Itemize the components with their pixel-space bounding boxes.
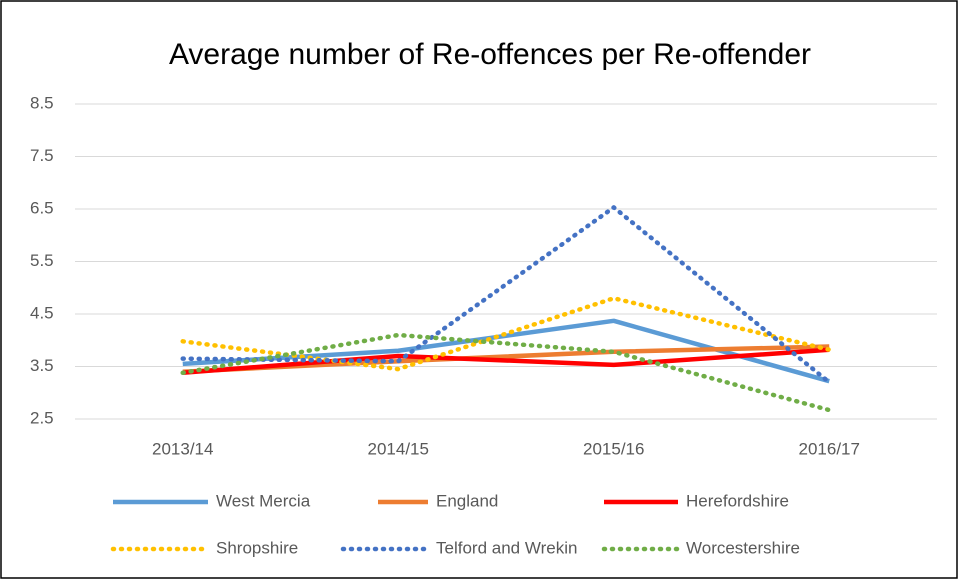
y-tick-label: 4.5: [30, 303, 54, 322]
legend-label: Shropshire: [216, 538, 298, 557]
x-tick-label: 2016/17: [799, 439, 860, 458]
y-tick-label: 8.5: [30, 93, 54, 112]
legend-label: England: [436, 491, 498, 510]
series-line: [180, 205, 832, 385]
chart-title: Average number of Re-offences per Re-off…: [169, 38, 811, 71]
y-tick-label: 5.5: [30, 251, 54, 270]
series-line: [180, 296, 832, 372]
x-tick-label: 2014/15: [368, 439, 429, 458]
legend-label: Telford and Wrekin: [436, 538, 577, 557]
y-tick-label: 2.5: [30, 408, 54, 427]
x-tick-label: 2015/16: [583, 439, 644, 458]
legend-label: West Mercia: [216, 491, 311, 510]
y-tick-label: 7.5: [30, 146, 54, 165]
x-tick-label: 2013/14: [152, 439, 213, 458]
legend-label: Worcestershire: [686, 538, 800, 557]
y-tick-label: 6.5: [30, 198, 54, 217]
y-tick-label: 3.5: [30, 356, 54, 375]
legend-label: Herefordshire: [686, 491, 789, 510]
series-line: [182, 347, 830, 376]
series-line: [180, 332, 832, 413]
